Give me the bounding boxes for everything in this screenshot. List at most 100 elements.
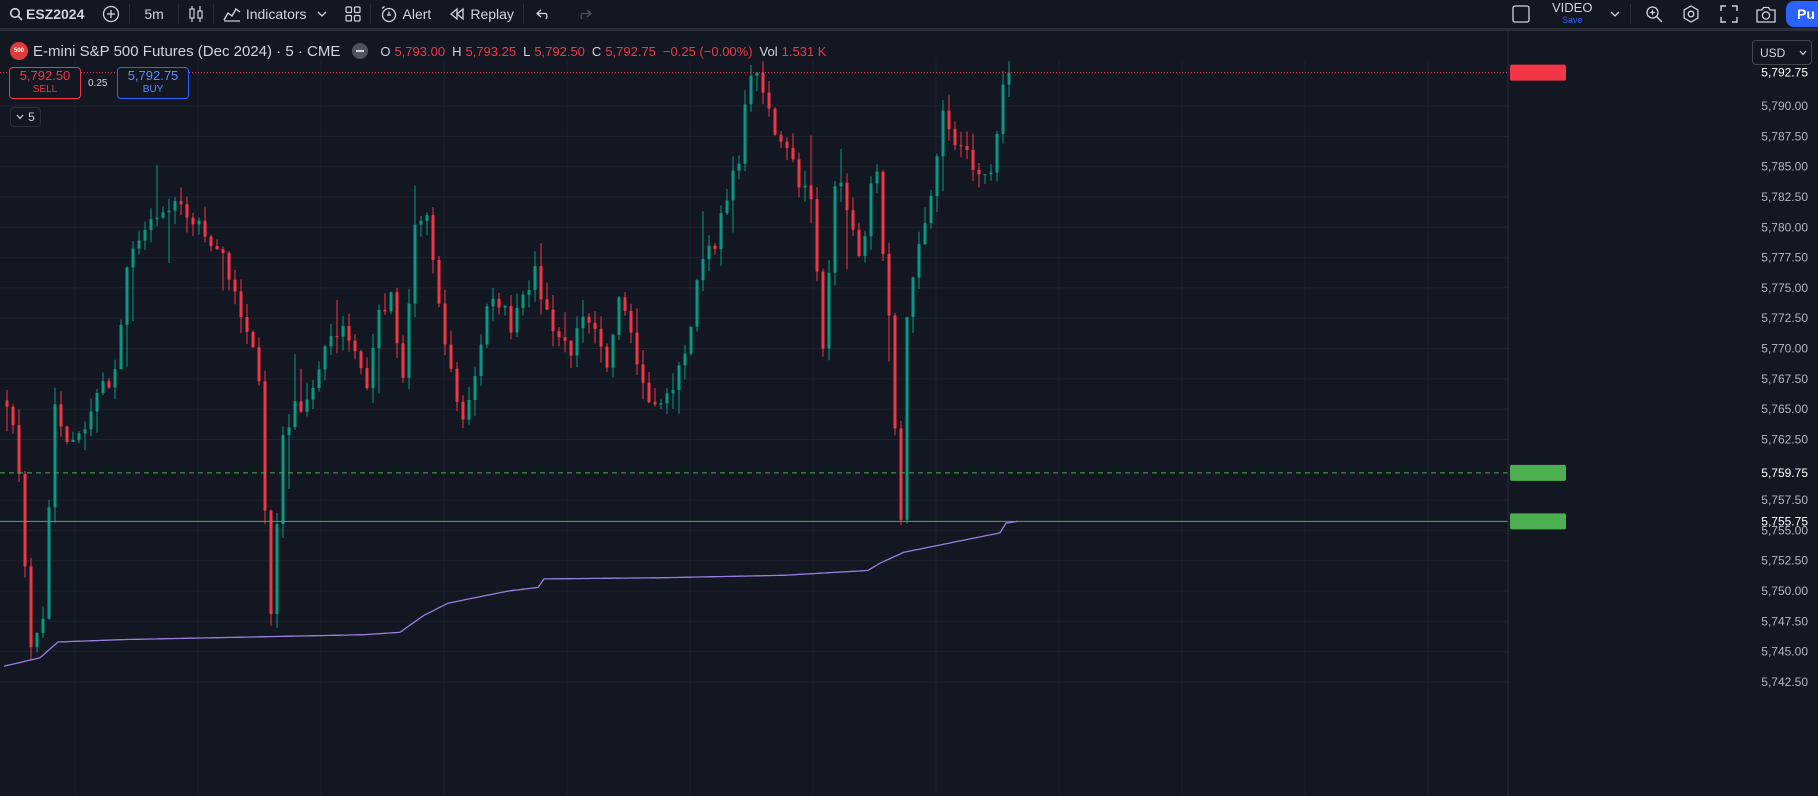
candle-body — [101, 381, 105, 393]
candle-body — [143, 230, 147, 241]
symbol-search[interactable]: ESZ2024 — [0, 0, 93, 28]
candle-body — [881, 171, 885, 255]
solid-level-tag: 5,755.75 — [1761, 514, 1808, 528]
video-dropdown[interactable] — [1610, 0, 1620, 28]
candle-body — [551, 309, 555, 332]
candle-body — [893, 315, 897, 429]
candle-body — [119, 324, 123, 370]
candle-body — [905, 317, 909, 520]
last-price-tag: 5,792.75 — [1761, 66, 1808, 80]
minus-icon — [356, 50, 365, 52]
candle-body — [203, 220, 207, 237]
buy-button[interactable]: 5,792.75 BUY — [117, 67, 189, 99]
fullscreen-button[interactable] — [1720, 0, 1738, 28]
candle-body — [647, 382, 651, 403]
candle-body — [515, 307, 519, 333]
candle-body — [587, 316, 591, 323]
candle-body — [257, 347, 261, 382]
candle-body — [59, 404, 63, 427]
chevron-down-icon[interactable] — [317, 10, 327, 18]
price-axis[interactable]: 5,790.00 5,787.50 5,785.00 5,782.50 5,780.00… — [1507, 31, 1818, 796]
toolbar-divider — [177, 4, 179, 24]
layouts-button[interactable] — [336, 0, 370, 28]
candle-body — [929, 196, 933, 224]
alert-button[interactable]: Alert — [371, 0, 441, 28]
logo-text: 500 — [13, 48, 24, 54]
candle-body — [791, 148, 795, 160]
candle-body — [725, 200, 729, 214]
candle-body — [179, 201, 183, 205]
high-value: 5,793.25 — [465, 43, 517, 59]
video-button[interactable]: VIDEO Save — [1552, 0, 1592, 28]
price-tick-label: 5,752.50 — [1761, 554, 1808, 568]
undo-button[interactable] — [524, 0, 564, 28]
candle-body — [671, 389, 675, 394]
price-tick-label: 5,785.00 — [1761, 160, 1808, 174]
candle-body — [809, 185, 813, 200]
candle-body — [635, 332, 639, 365]
toolbar-divider — [1630, 4, 1631, 24]
candle-body — [419, 220, 423, 225]
candle-body — [821, 271, 825, 349]
price-chart[interactable]: 5,790.00 5,787.50 5,785.00 5,782.50 5,780.00… — [0, 31, 1818, 796]
price-tick-label: 5,745.00 — [1761, 645, 1808, 659]
candle-body — [557, 331, 561, 338]
candle-body — [617, 297, 621, 335]
compare-button[interactable] — [93, 0, 129, 28]
video-box[interactable]: VIDEO Save — [1552, 1, 1592, 26]
interval-button[interactable]: 5m — [130, 0, 177, 28]
candle-body — [95, 392, 99, 412]
snapshot-button[interactable] — [1756, 0, 1776, 28]
redo-button[interactable] — [564, 0, 604, 28]
candle-body — [251, 331, 255, 348]
candle-body — [359, 351, 363, 369]
candle-body — [605, 346, 609, 368]
candle-body — [689, 326, 693, 354]
price-tick-label: 5,772.50 — [1761, 311, 1808, 325]
candle-body — [695, 280, 699, 327]
publish-button[interactable]: Pu — [1786, 1, 1818, 27]
square-icon — [1512, 5, 1530, 23]
symbol-label: ESZ2024 — [26, 6, 85, 22]
toolbar-divider — [212, 4, 214, 24]
candle-body — [35, 632, 39, 648]
candle-body — [683, 353, 687, 366]
series-title[interactable]: E-mini S&P 500 Futures (Dec 2024) · 5 · … — [33, 42, 341, 60]
search-sparkle-icon — [1646, 6, 1663, 23]
candle-body — [443, 303, 447, 345]
settings-button[interactable] — [1682, 0, 1700, 28]
fullscreen-toggle[interactable] — [1512, 0, 1530, 28]
candle-body — [377, 309, 381, 348]
candle-body — [407, 303, 411, 378]
candle-body — [197, 220, 201, 225]
candle-body — [659, 403, 663, 405]
candle-body — [131, 248, 135, 268]
open-value: 5,793.00 — [394, 43, 446, 59]
quick-search-button[interactable] — [1645, 0, 1663, 28]
candle-body — [299, 401, 303, 412]
volume-value: 1.531 K — [781, 43, 827, 59]
candle-body — [545, 299, 549, 310]
replay-button[interactable]: Replay — [440, 0, 523, 28]
candle-body — [665, 393, 669, 404]
alarm-clock-icon — [381, 5, 396, 23]
chart-grid — [0, 61, 1508, 796]
indicators-button[interactable]: Indicators — [214, 0, 336, 28]
candle-body — [1007, 72, 1011, 85]
candle-body — [383, 309, 387, 312]
chart-type-button[interactable] — [179, 0, 213, 28]
sell-price: 5,792.50 — [19, 68, 71, 83]
sell-button[interactable]: 5,792.50 SELL — [9, 67, 81, 99]
quantity-selector[interactable]: 5 — [10, 107, 41, 127]
plus-circle-icon — [103, 5, 120, 23]
currency-selector[interactable]: USD — [1752, 40, 1812, 65]
candle-body — [749, 75, 753, 105]
candle-body — [209, 236, 213, 247]
candle-body — [845, 182, 849, 211]
candle-body — [767, 92, 771, 109]
candle-body — [11, 406, 15, 426]
collapse-legend-button[interactable] — [352, 43, 369, 59]
price-tick-label: 5,765.00 — [1761, 402, 1808, 416]
candle-body — [533, 266, 537, 291]
candle-body — [743, 104, 747, 164]
